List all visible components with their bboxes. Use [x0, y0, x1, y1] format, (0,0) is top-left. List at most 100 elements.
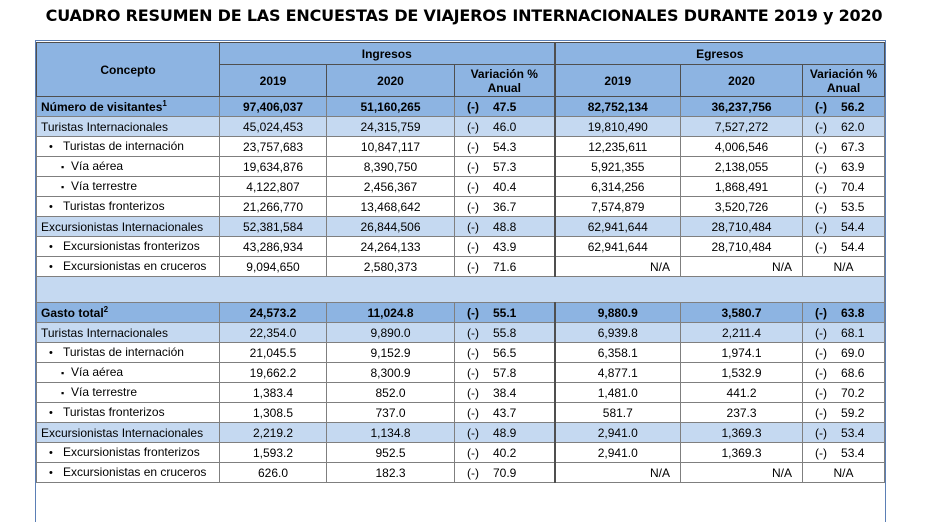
- header-ingresos-2020: 2020: [326, 64, 455, 97]
- egresos-2019-cell: 2,941.0: [553, 442, 682, 463]
- egresos-2020-cell: 3,580.7: [680, 302, 804, 323]
- row-label-text: Gasto total: [41, 305, 104, 320]
- variation-value: 67.3: [841, 139, 865, 154]
- row-label: • Turistas fronterizos: [36, 196, 220, 217]
- egresos-2020-cell: 1,868,491: [680, 176, 804, 197]
- row-label-text: Turistas de internación: [63, 139, 184, 153]
- row-label: • Excursionistas fronterizos: [36, 236, 220, 257]
- ingresos-2020-cell: 26,844,506: [326, 216, 455, 237]
- egresos-2020-cell: 28,710,484: [680, 236, 804, 257]
- variation-value: 53.4: [841, 445, 865, 460]
- square-bullet-icon: ▪: [61, 162, 65, 172]
- row-label-text: Excursionistas en cruceros: [63, 465, 207, 479]
- egresos-2020-cell: 1,369.3: [680, 422, 804, 443]
- negative-sign: (-): [467, 99, 479, 114]
- egresos-2019-cell: 6,314,256: [553, 176, 682, 197]
- negative-sign: (-): [467, 259, 479, 274]
- egresos-variacion-cell: N/A: [802, 256, 886, 277]
- egresos-2019-cell: 62,941,644: [553, 236, 682, 257]
- header-concepto: Concepto: [36, 42, 220, 97]
- negative-sign: (-): [815, 179, 828, 194]
- ingresos-2020-cell: 2,456,367: [326, 176, 455, 197]
- egresos-2020-cell: 2,138,055: [680, 156, 804, 177]
- variation-value: 48.8: [493, 219, 517, 234]
- negative-sign: (-): [467, 445, 479, 460]
- row-label: ▪ Vía terrestre: [36, 382, 220, 403]
- variation-value: 57.3: [493, 159, 517, 174]
- row-label: Gasto total2: [36, 302, 220, 323]
- row-label: • Turistas de internación: [36, 342, 220, 363]
- ingresos-2019-cell: 9,094,650: [219, 256, 327, 277]
- ingresos-2020-cell: 24,315,759: [326, 116, 455, 137]
- ingresos-2019-cell: 22,354.0: [219, 322, 327, 343]
- negative-sign: (-): [815, 139, 828, 154]
- ingresos-2019-cell: 1,308.5: [219, 402, 327, 423]
- variation-value: 43.9: [493, 239, 517, 254]
- section-separator: [35, 276, 886, 303]
- negative-sign: (-): [467, 179, 479, 194]
- table-row: Excursionistas Internacionales 52,381,584…: [36, 216, 886, 237]
- negative-sign: (-): [467, 405, 479, 420]
- egresos-2020-cell: 1,974.1: [680, 342, 804, 363]
- header-egresos-variacion: Variación % Anual: [802, 64, 886, 97]
- table-row: • Excursionistas fronterizos 43,286,934 24,…: [36, 236, 886, 257]
- egresos-2020-cell: 441.2: [680, 382, 804, 403]
- ingresos-variacion-cell: (-) 43.7: [453, 402, 556, 423]
- egresos-variacion-cell: (-) 70.2: [802, 382, 886, 403]
- table-row: ▪ Vía aérea 19,662.2 8,300.9 (-) 57.8 4,877.1 1…: [36, 362, 886, 383]
- ingresos-variacion-cell: (-) 47.5: [453, 96, 556, 117]
- row-label-text: Turistas fronterizos: [63, 199, 165, 213]
- egresos-variacion-cell: (-) 54.4: [802, 236, 886, 257]
- egresos-2019-cell: N/A: [553, 256, 682, 277]
- header-ingresos-variacion: Variación % Anual: [453, 64, 556, 97]
- egresos-2019-cell: 2,941.0: [553, 422, 682, 443]
- negative-sign: (-): [815, 425, 828, 440]
- ingresos-variacion-cell: (-) 48.9: [453, 422, 556, 443]
- table-row: • Excursionistas en cruceros 9,094,650 2,58…: [36, 256, 886, 277]
- row-label-text: Vía terrestre: [71, 385, 138, 399]
- ingresos-variacion-cell: (-) 46.0: [453, 116, 556, 137]
- table-row: • Excursionistas en cruceros 626.0 182.3 (-)…: [36, 462, 886, 483]
- negative-sign: (-): [467, 199, 479, 214]
- negative-sign: (-): [467, 239, 479, 254]
- variation-value: 54.4: [841, 219, 865, 234]
- section-gasto: Gasto total2 24,573.2 11,024.8 (-) 55.1 9,880…: [36, 302, 886, 483]
- ingresos-variacion-cell: (-) 43.9: [453, 236, 556, 257]
- negative-sign: (-): [467, 385, 479, 400]
- ingresos-variacion-cell: (-) 40.2: [453, 442, 556, 463]
- row-label: ▪ Vía aérea: [36, 362, 220, 383]
- variation-value: 54.4: [841, 239, 865, 254]
- egresos-2019-cell: 62,941,644: [553, 216, 682, 237]
- egresos-2020-cell: 3,520,726: [680, 196, 804, 217]
- egresos-variacion-cell: (-) 63.9: [802, 156, 886, 177]
- variation-value: 48.9: [493, 425, 517, 440]
- ingresos-variacion-cell: (-) 56.5: [453, 342, 556, 363]
- row-label: ▪ Vía aérea: [36, 156, 220, 177]
- ingresos-2020-cell: 952.5: [326, 442, 455, 463]
- negative-sign: (-): [815, 99, 828, 114]
- row-label-text: Excursionistas fronterizos: [63, 239, 200, 253]
- ingresos-2019-cell: 1,593.2: [219, 442, 327, 463]
- variation-value: 53.5: [841, 199, 865, 214]
- ingresos-2019-cell: 4,122,807: [219, 176, 327, 197]
- ingresos-variacion-cell: (-) 55.8: [453, 322, 556, 343]
- egresos-2019-cell: 581.7: [553, 402, 682, 423]
- negative-sign: (-): [815, 345, 828, 360]
- egresos-2020-cell: 1,369.3: [680, 442, 804, 463]
- ingresos-2020-cell: 13,468,642: [326, 196, 455, 217]
- bullet-icon: •: [49, 241, 53, 253]
- egresos-variacion-cell: (-) 67.3: [802, 136, 886, 157]
- ingresos-2019-cell: 21,045.5: [219, 342, 327, 363]
- bullet-icon: •: [49, 261, 53, 273]
- variation-value: 62.0: [841, 119, 865, 134]
- table-row: • Turistas fronterizos 1,308.5 737.0 (-) 43.7…: [36, 402, 886, 423]
- ingresos-2020-cell: 8,390,750: [326, 156, 455, 177]
- variation-value: 59.2: [841, 405, 865, 420]
- negative-sign: (-): [467, 365, 479, 380]
- row-label: ▪ Vía terrestre: [36, 176, 220, 197]
- ingresos-2019-cell: 23,757,683: [219, 136, 327, 157]
- row-label: • Excursionistas en cruceros: [36, 462, 220, 483]
- row-label: Excursionistas Internacionales: [36, 422, 220, 443]
- variation-value: 57.8: [493, 365, 517, 380]
- egresos-2020-cell: 4,006,546: [680, 136, 804, 157]
